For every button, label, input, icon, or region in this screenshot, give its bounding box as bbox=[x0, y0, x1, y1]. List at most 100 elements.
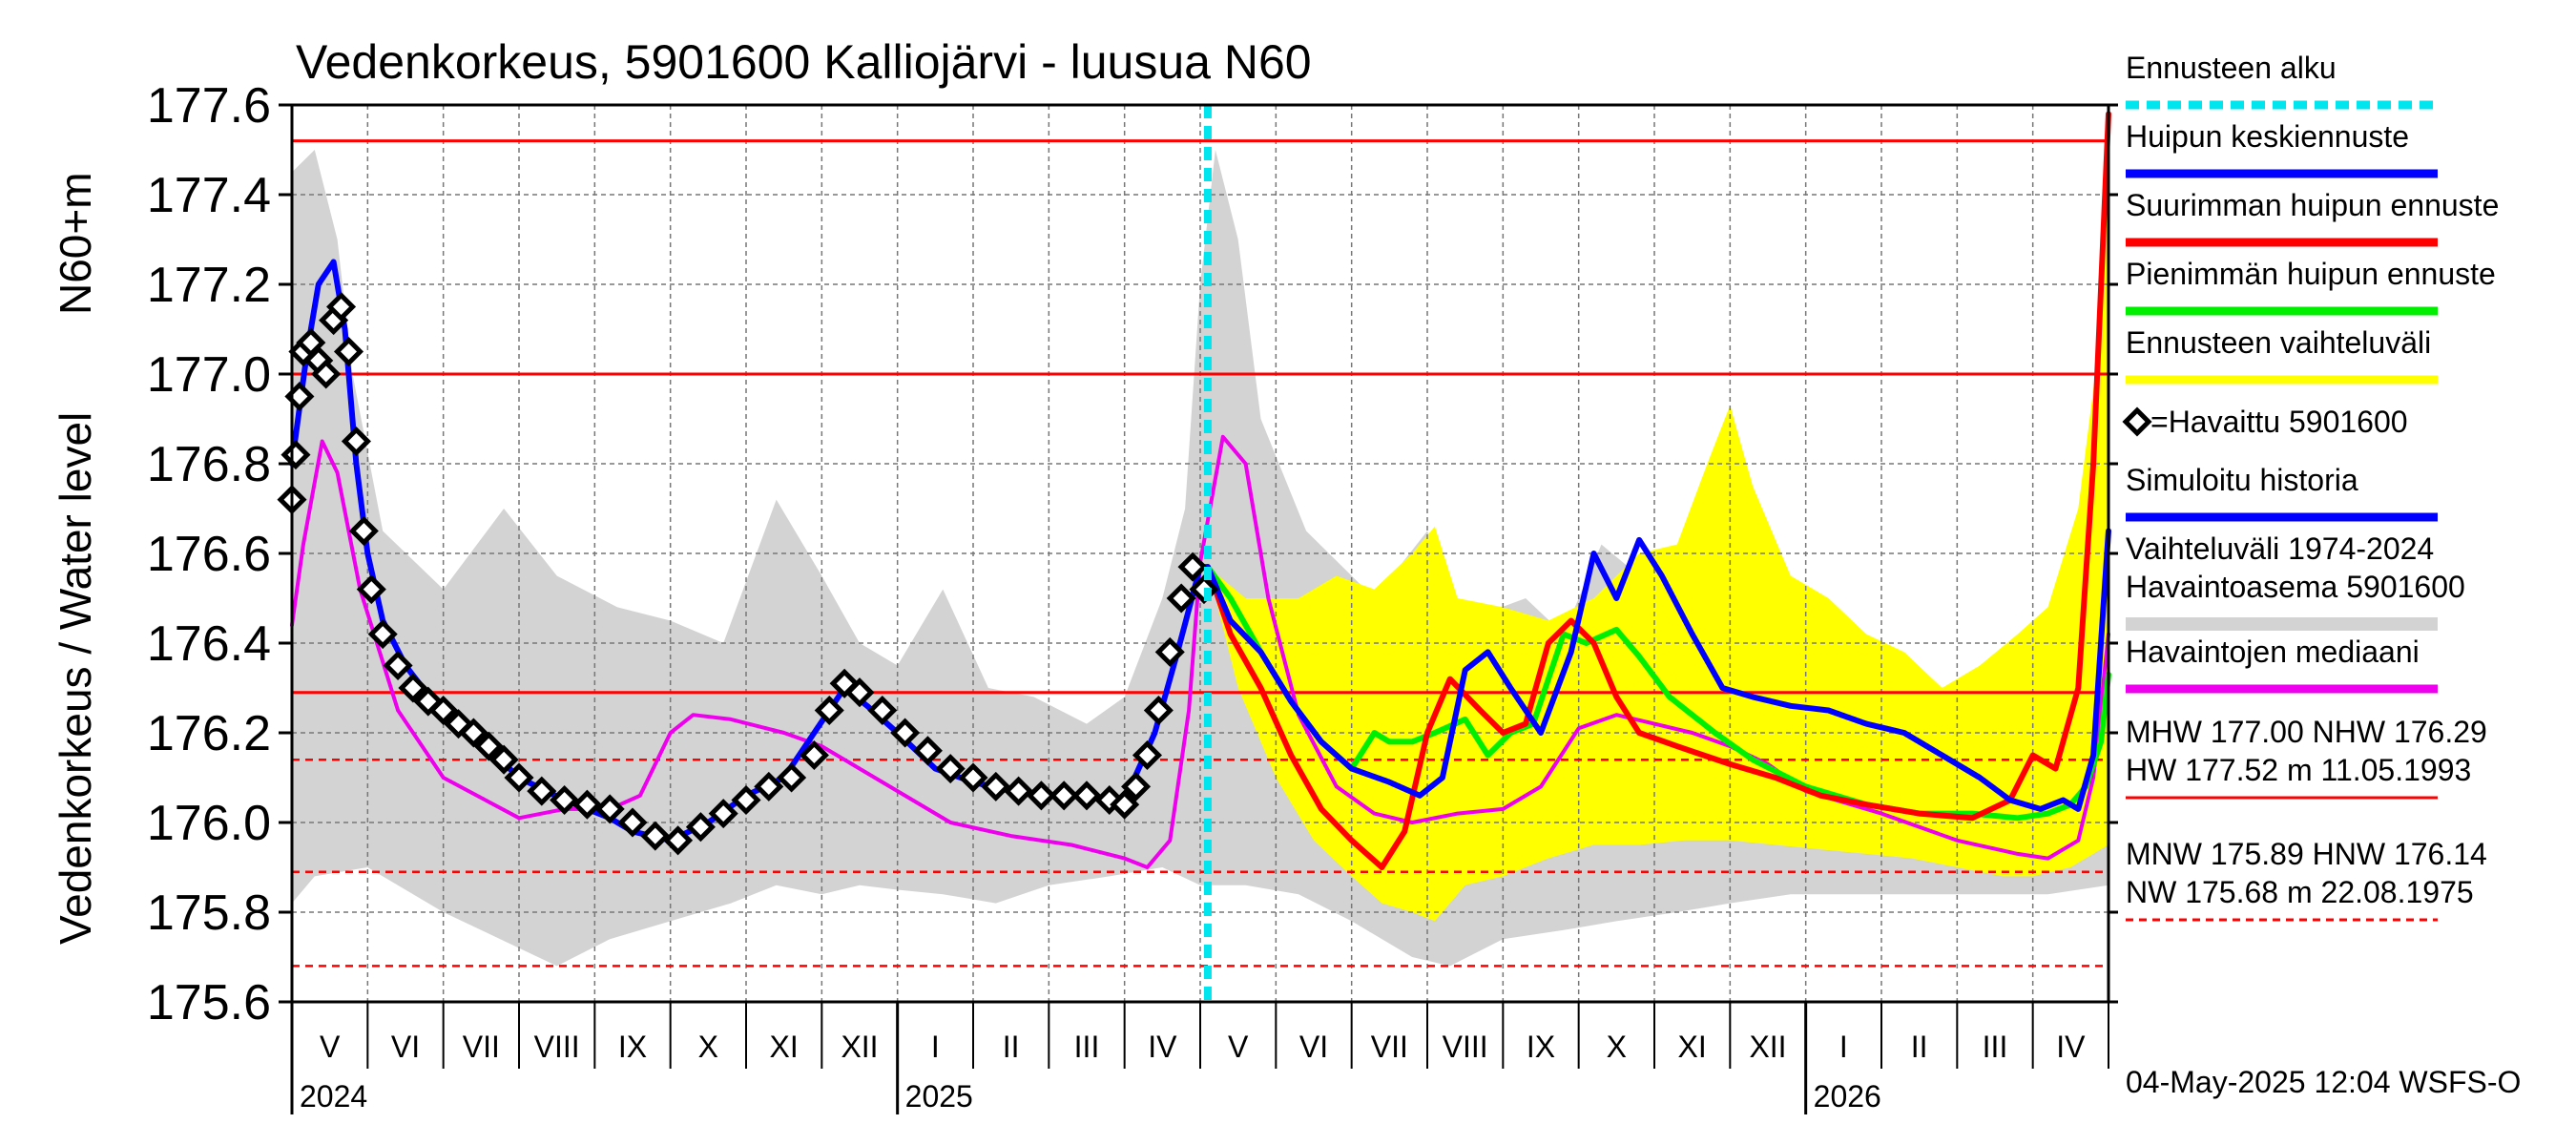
stats-block: MHW 177.00 NHW 176.29 HW 177.52 m 11.05.1… bbox=[2126, 715, 2487, 800]
series-blue_forecast bbox=[1204, 528, 2111, 812]
legend-label: Simuloitu historia bbox=[2126, 463, 2358, 497]
y-tick-label: 176.6 bbox=[147, 527, 271, 582]
observed-point bbox=[326, 291, 357, 323]
observed-point bbox=[844, 677, 875, 708]
observed-point bbox=[935, 754, 966, 784]
legend-label: Havaintojen mediaani bbox=[2126, 635, 2420, 669]
observed-point bbox=[731, 784, 761, 816]
legend-label: =Havaittu 5901600 bbox=[2150, 405, 2408, 439]
observed-point bbox=[1071, 781, 1102, 811]
axes: 175.6 175.8 176.0 176.2 176.4 176.6 176.8 177.0… bbox=[147, 78, 2118, 1114]
observed-point bbox=[1026, 781, 1056, 811]
x-tick-label: XI bbox=[770, 1030, 799, 1064]
stats-block: MNW 175.89 HNW 176.14 NW 175.68 m 22.08.1… bbox=[2126, 837, 2487, 922]
observed-point bbox=[685, 812, 716, 843]
observed-point bbox=[428, 695, 459, 726]
footer-timestamp: 04-May-2025 12:04 WSFS-O bbox=[2126, 1065, 2521, 1099]
stats-line: NW 175.68 m 22.08.1975 bbox=[2126, 875, 2474, 909]
x-tick-label: V bbox=[1228, 1030, 1249, 1064]
stats-line: MHW 177.00 NHW 176.29 bbox=[2126, 715, 2487, 749]
y-tick-label: 176.0 bbox=[147, 796, 271, 851]
legend-item: =Havaittu 5901600 bbox=[2122, 405, 2408, 439]
stats-line: HW 177.52 m 11.05.1993 bbox=[2126, 753, 2471, 787]
legend-label: Huipun keskiennuste bbox=[2126, 119, 2409, 154]
observed-point bbox=[1121, 771, 1152, 802]
legend-item: Simuloitu historia bbox=[2126, 463, 2438, 522]
legend: Ennusteen alku Huipun keskiennuste Suurimm… bbox=[2122, 51, 2499, 694]
observed-point bbox=[348, 515, 379, 547]
legend-label: Vaihteluväli 1974-2024 bbox=[2126, 531, 2434, 566]
legend-label-2: Havaintoasema 5901600 bbox=[2126, 570, 2465, 604]
forecast-range-band bbox=[1207, 150, 2109, 922]
observed-point bbox=[527, 776, 557, 806]
y-tick-label: 175.8 bbox=[147, 885, 271, 941]
chart-title: Vedenkorkeus, 5901600 Kalliojärvi - luus… bbox=[296, 35, 1312, 89]
year-label: 2026 bbox=[1814, 1079, 1881, 1114]
observed-point bbox=[663, 825, 694, 856]
observed-point bbox=[814, 695, 844, 726]
x-tick-label: IX bbox=[1527, 1030, 1555, 1064]
x-tick-label: VI bbox=[1299, 1030, 1328, 1064]
observed-point bbox=[1110, 789, 1140, 820]
observed-point bbox=[1177, 552, 1208, 582]
observed-point bbox=[458, 718, 488, 748]
observed-point bbox=[617, 807, 648, 838]
y-axis-label-unit: N60+m bbox=[51, 172, 100, 315]
legend-diamond bbox=[2122, 406, 2152, 437]
y-tick-label: 177.2 bbox=[147, 258, 271, 313]
observed-point bbox=[383, 650, 413, 681]
year-label: 2024 bbox=[300, 1079, 367, 1114]
legend-item: Ennusteen vaihteluväli bbox=[2126, 325, 2438, 385]
observed-point bbox=[640, 821, 671, 851]
x-tick-label: II bbox=[1911, 1030, 1928, 1064]
legend-item: Ennusteen alku bbox=[2126, 51, 2438, 110]
x-tick-label: X bbox=[698, 1030, 718, 1064]
legend-label: Ennusteen vaihteluväli bbox=[2126, 325, 2431, 360]
x-tick-label: XI bbox=[1678, 1030, 1707, 1064]
observed-series bbox=[277, 291, 1219, 856]
y-tick-label: 175.6 bbox=[147, 975, 271, 1030]
legend-item: Havaintojen mediaani bbox=[2126, 635, 2438, 694]
year-label: 2025 bbox=[905, 1079, 973, 1114]
observed-point bbox=[367, 619, 398, 650]
x-tick-label: III bbox=[1983, 1030, 2008, 1064]
x-tick-label: II bbox=[1003, 1030, 1020, 1064]
observed-point bbox=[488, 744, 519, 775]
stats-line: MNW 175.89 HNW 176.14 bbox=[2126, 837, 2487, 871]
observed-point bbox=[777, 762, 807, 793]
observed-point bbox=[799, 739, 829, 771]
x-tick-label: VIII bbox=[534, 1030, 580, 1064]
y-tick-label: 177.0 bbox=[147, 347, 271, 403]
observed-point bbox=[981, 771, 1011, 802]
observed-point bbox=[333, 336, 364, 367]
x-tick-label: IV bbox=[2056, 1030, 2086, 1064]
x-tick-label: IX bbox=[618, 1030, 647, 1064]
observed-point bbox=[356, 574, 386, 605]
legend-item: Vaihteluväli 1974-2024 Havaintoasema 590… bbox=[2126, 531, 2465, 631]
observed-point bbox=[1166, 583, 1196, 614]
y-tick-label: 176.2 bbox=[147, 706, 271, 761]
x-tick-label: VII bbox=[1371, 1030, 1408, 1064]
x-tick-label: XII bbox=[1749, 1030, 1786, 1064]
observed-point bbox=[958, 762, 988, 793]
x-tick-label: V bbox=[320, 1030, 341, 1064]
legend-item: Suurimman huipun ennuste bbox=[2126, 188, 2499, 247]
observed-point bbox=[1049, 781, 1079, 811]
observed-point bbox=[311, 359, 342, 389]
x-tick-label: I bbox=[931, 1030, 940, 1064]
x-tick-label: IV bbox=[1148, 1030, 1177, 1064]
x-tick-label: XII bbox=[841, 1030, 878, 1064]
observed-point bbox=[708, 799, 738, 829]
observed-point bbox=[280, 440, 311, 470]
observed-point bbox=[398, 673, 428, 703]
y-tick-label: 177.6 bbox=[147, 78, 271, 134]
y-tick-label: 176.4 bbox=[147, 616, 271, 672]
y-tick-label: 177.4 bbox=[147, 168, 271, 223]
plot-area bbox=[277, 105, 2111, 1002]
legend-label: Suurimman huipun ennuste bbox=[2126, 188, 2499, 222]
legend-label: Ennusteen alku bbox=[2126, 51, 2337, 85]
observed-point bbox=[571, 789, 602, 820]
observed-point bbox=[867, 695, 898, 726]
observed-point bbox=[341, 426, 371, 457]
